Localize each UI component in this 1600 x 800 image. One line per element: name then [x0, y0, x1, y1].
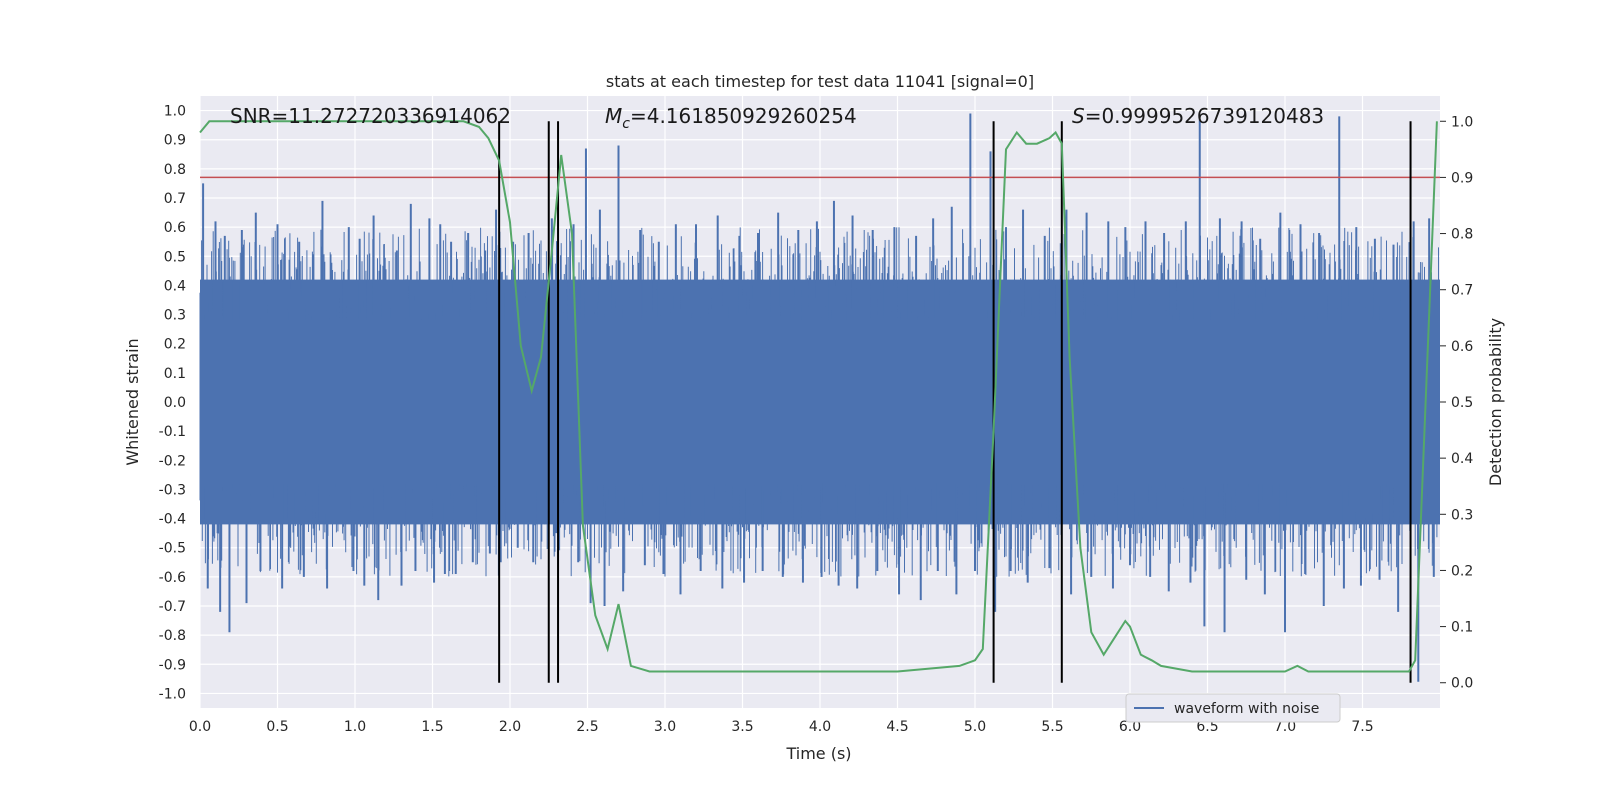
y-tick-label: -0.8 — [159, 628, 186, 644]
y-tick-label: 0.1 — [164, 366, 186, 382]
y2-tick-label: 0.6 — [1451, 339, 1473, 355]
y-tick-label: -0.9 — [159, 657, 186, 673]
x-tick-label: 3.5 — [731, 719, 753, 735]
x-tick-labels: 0.0 0.5 1.0 1.5 2.0 2.5 3.0 3.5 4.0 4.5 5.0 5.5 6.0 6… — [189, 719, 1374, 735]
x-tick-label: 0.5 — [266, 719, 288, 735]
chirp-mass-subscript: c — [622, 116, 630, 132]
y2-tick-labels: 1.0 0.9 0.8 0.7 0.6 0.5 0.4 0.3 0.2 0.1 0.0 — [1440, 114, 1473, 692]
y-tick-label: 0.9 — [164, 133, 186, 149]
y-tick-label: -0.1 — [159, 424, 186, 440]
x-tick-label: 5.0 — [964, 719, 986, 735]
y-tick-label: 0.0 — [164, 395, 186, 411]
y-tick-label: -1.0 — [159, 686, 186, 702]
y-tick-label: -0.2 — [159, 453, 186, 469]
y-tick-label: 0.6 — [164, 220, 186, 236]
x-tick-label: 7.5 — [1351, 719, 1373, 735]
y-tick-label: 0.2 — [164, 337, 186, 353]
chirp-mass-symbol: M — [605, 104, 622, 128]
y2-axis-label: Detection probability — [1486, 318, 1505, 486]
x-tick-label: 5.5 — [1041, 719, 1063, 735]
y2-tick-label: 0.1 — [1451, 620, 1473, 636]
chirp-mass-value: =4.161850929260254 — [630, 104, 857, 128]
y-tick-label: 0.4 — [164, 278, 186, 294]
y-tick-label: -0.3 — [159, 482, 186, 498]
x-axis-label: Time (s) — [785, 744, 851, 763]
y2-tick-label: 0.4 — [1451, 451, 1473, 467]
legend-box — [1125, 693, 1341, 723]
y-axis-label: Whitened strain — [123, 338, 142, 465]
x-tick-label: 7.0 — [1274, 719, 1296, 735]
y-tick-labels: 1.0 0.9 0.8 0.7 0.6 0.5 0.4 0.3 0.2 0.1 0.0 -0.1 -0.… — [159, 104, 186, 703]
score-value: =0.9999526739120483 — [1085, 104, 1324, 128]
y-tick-label: -0.7 — [159, 599, 186, 615]
y2-tick-label: 0.2 — [1451, 563, 1473, 579]
vertical-markers — [498, 121, 1412, 683]
y2-tick-label: 1.0 — [1451, 114, 1473, 130]
score-annotation: S=0.9999526739120483 — [1072, 104, 1324, 128]
legend: waveform with noise — [1125, 693, 1341, 723]
y2-tick-label: 0.0 — [1451, 676, 1473, 692]
y-tick-label: -0.4 — [159, 512, 186, 528]
waveform-series — [199, 113, 1440, 682]
y-tick-label: -0.6 — [159, 570, 186, 586]
y-tick-label: 1.0 — [164, 104, 186, 120]
y-tick-label: 0.5 — [164, 249, 186, 265]
x-tick-label: 3.0 — [654, 719, 676, 735]
x-tick-label: 1.0 — [344, 719, 366, 735]
legend-label: waveform with noise — [1174, 701, 1319, 717]
y-tick-label: 0.7 — [164, 191, 186, 207]
x-tick-label: 4.5 — [886, 719, 908, 735]
y2-tick-label: 0.9 — [1451, 170, 1473, 186]
y2-tick-label: 0.8 — [1451, 227, 1473, 243]
score-symbol: S — [1072, 104, 1085, 128]
x-tick-label: 1.5 — [421, 719, 443, 735]
chirp-mass-annotation: Mc=4.161850929260254 — [605, 104, 857, 132]
y2-tick-label: 0.7 — [1451, 283, 1473, 299]
detection-probability-line — [199, 120, 1438, 673]
chart-title: stats at each timestep for test data 110… — [606, 72, 1034, 91]
x-tick-label: 4.0 — [809, 719, 831, 735]
y-tick-label: 0.8 — [164, 162, 186, 178]
y2-tick-label: 0.5 — [1451, 395, 1473, 411]
snr-annotation: SNR=11.272720336914062 — [230, 104, 511, 128]
x-tick-label: 0.0 — [189, 719, 211, 735]
x-tick-label: 6.0 — [1119, 719, 1141, 735]
x-tick-label: 2.5 — [576, 719, 598, 735]
x-tick-label: 2.0 — [499, 719, 521, 735]
y-tick-label: 0.3 — [164, 308, 186, 324]
y-tick-label: -0.5 — [159, 541, 186, 557]
y2-tick-label: 0.3 — [1451, 507, 1473, 523]
x-tick-label: 6.5 — [1196, 719, 1218, 735]
